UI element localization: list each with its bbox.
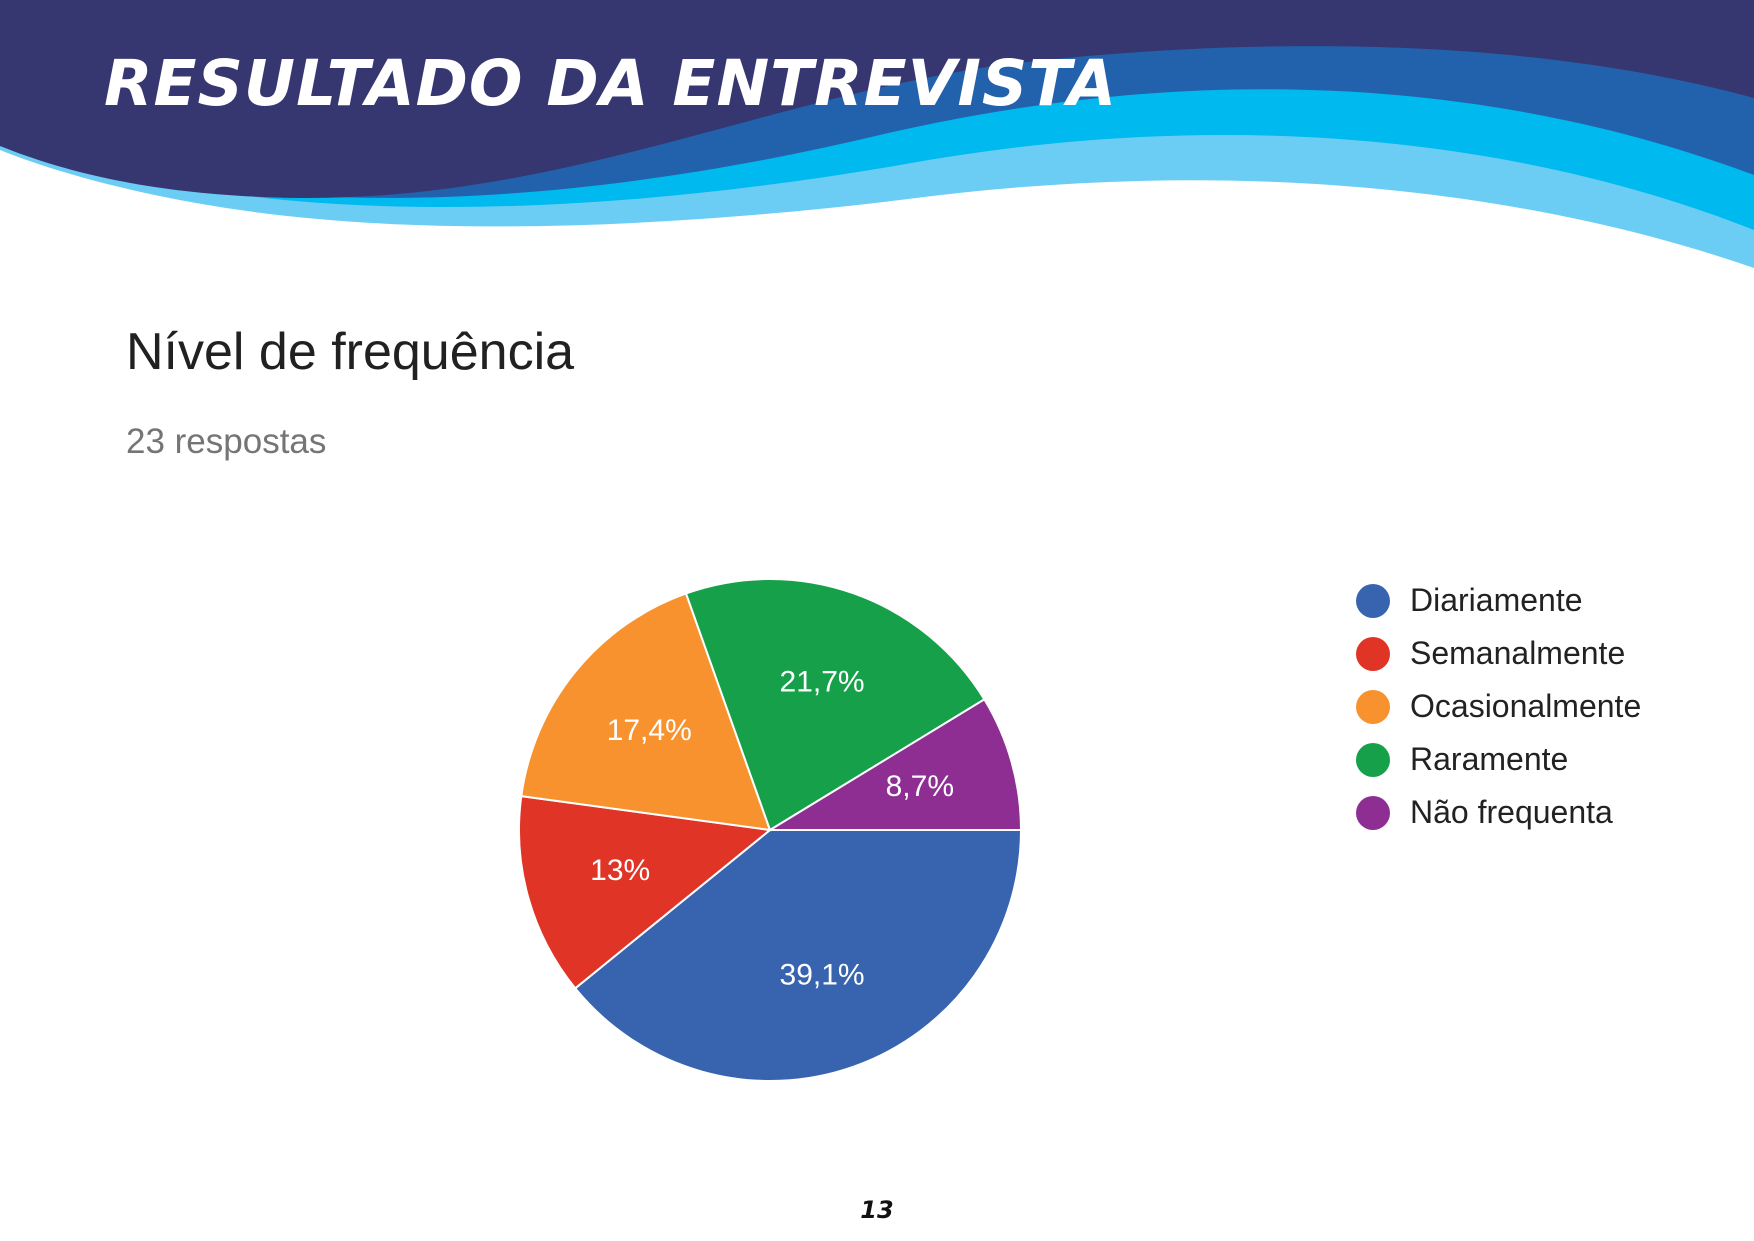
pie-slice-label-1: 13%	[590, 854, 650, 887]
legend-swatch-2	[1356, 689, 1390, 724]
chart-legend: Diariamente Semanalmente Ocasionalmente Rar…	[1356, 574, 1716, 839]
legend-item-0: Diariamente	[1356, 574, 1716, 627]
pie-slice-label-3: 21,7%	[780, 665, 865, 698]
legend-item-1: Semanalmente	[1356, 627, 1716, 680]
legend-label-2: Ocasionalmente	[1410, 688, 1642, 724]
pie-slice-4	[766, 698, 1023, 831]
pie-slice-0	[573, 829, 1023, 1082]
legend-item-3: Raramente	[1356, 733, 1716, 786]
legend-label-0: Diariamente	[1410, 582, 1583, 618]
legend-swatch-1	[1356, 636, 1390, 671]
legend-label-3: Raramente	[1410, 741, 1569, 777]
pie-chart: 39,1% 13% 17,4% 21,7% 8,7%	[518, 578, 1023, 1082]
header-title: RESULTADO DA ENTREVISTA	[104, 47, 1118, 120]
pie-slice-label-2: 17,4%	[607, 714, 692, 747]
legend-item-2: Ocasionalmente	[1356, 680, 1716, 733]
legend-swatch-3	[1356, 742, 1390, 777]
legend-swatch-0	[1356, 583, 1390, 618]
banner-wave-navy	[0, 0, 1754, 199]
legend-label-1: Semanalmente	[1410, 635, 1626, 671]
pie-slice-label-4: 8,7%	[886, 770, 954, 803]
page-number: 13	[860, 1196, 894, 1224]
chart-title: Nível de frequência	[126, 323, 575, 381]
legend-swatch-4	[1356, 795, 1390, 830]
legend-label-4: Não frequenta	[1410, 794, 1613, 830]
response-count: 23 respostas	[126, 422, 327, 461]
pie-slice-label-0: 39,1%	[780, 959, 865, 992]
pie-slice-1	[518, 795, 773, 990]
pie-slice-3	[684, 578, 986, 832]
header-banner	[0, 0, 1754, 268]
pie-slice-2	[520, 592, 772, 832]
legend-item-4: Não frequenta	[1356, 786, 1716, 839]
